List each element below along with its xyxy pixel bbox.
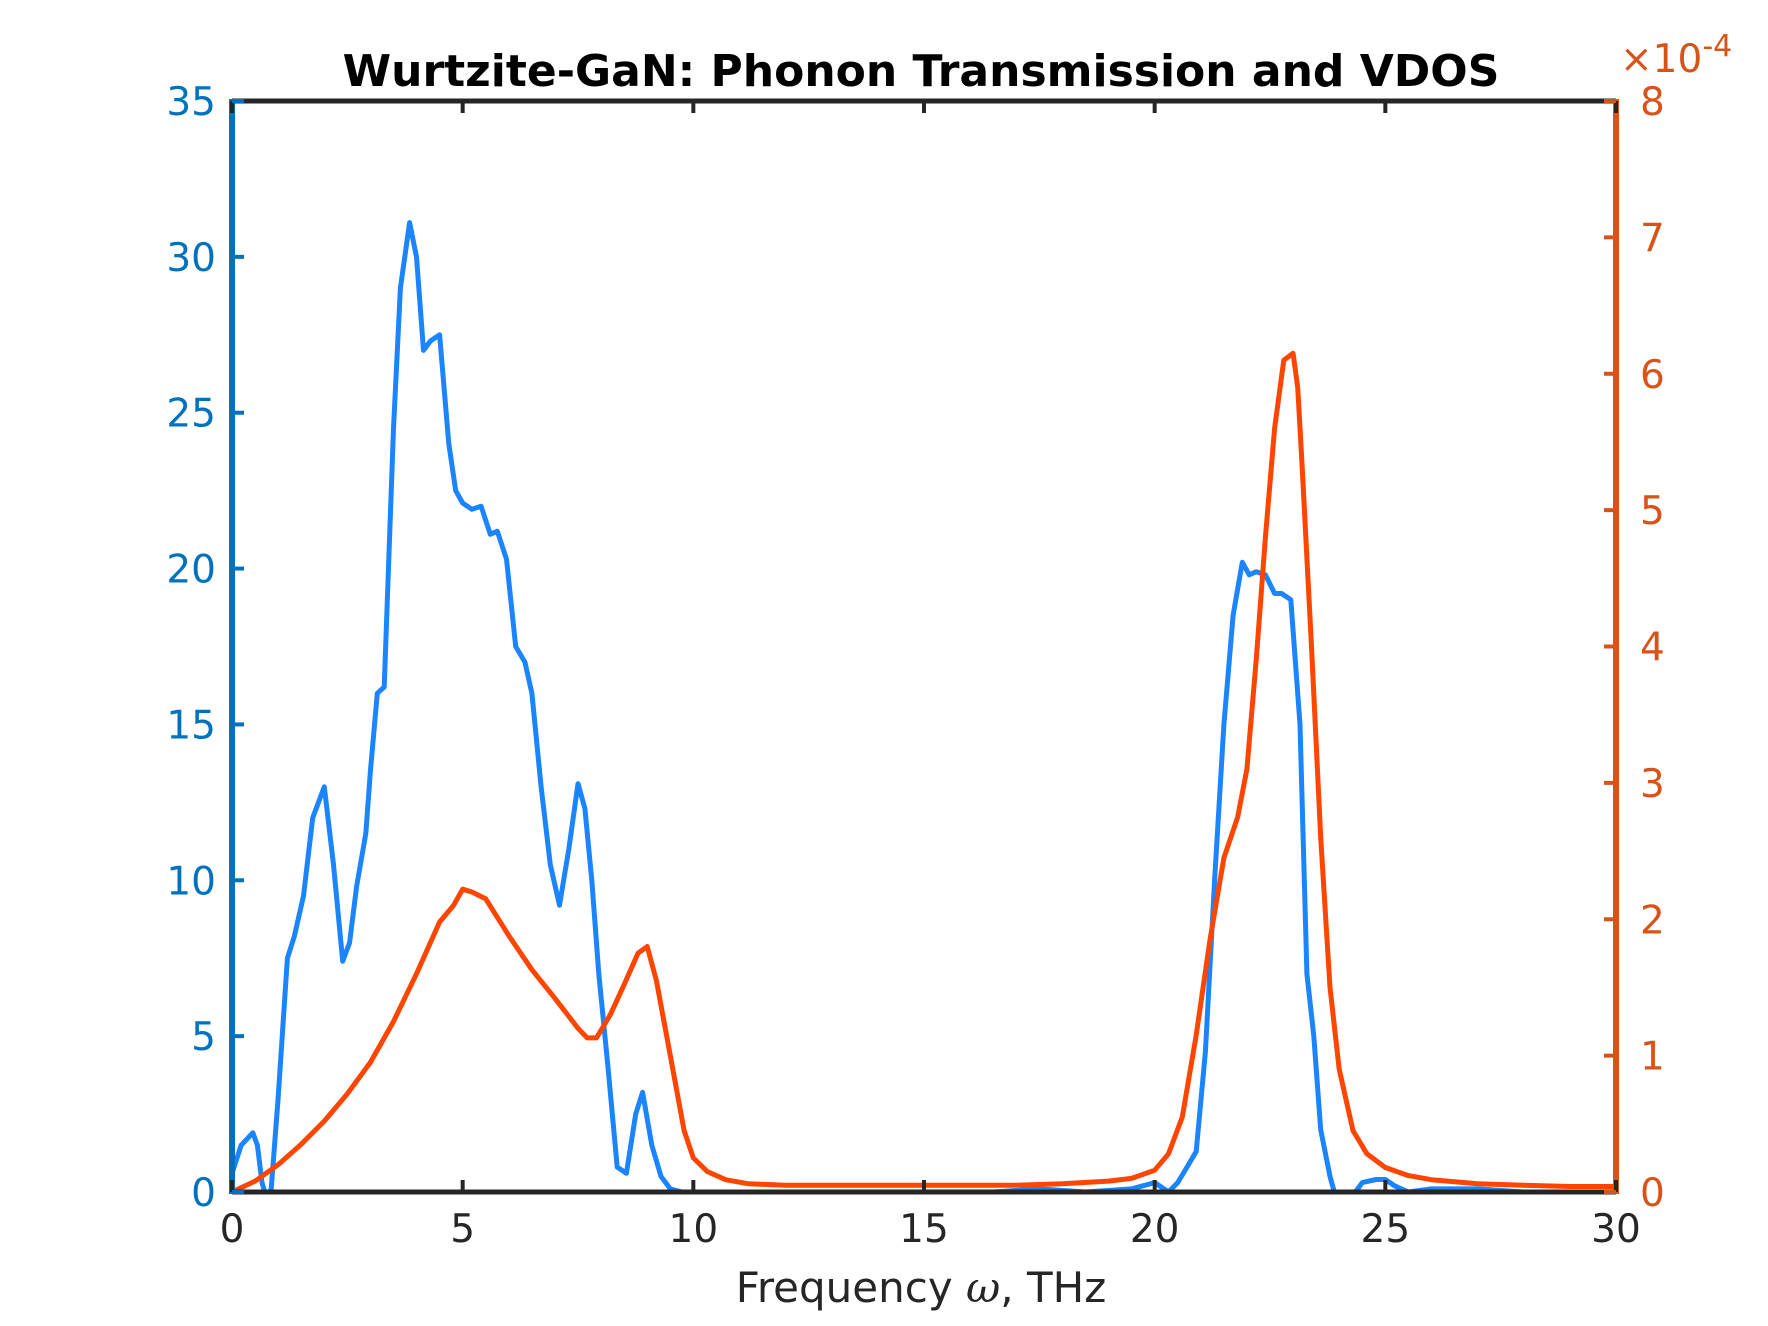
x-axis-label-symbol: ω (966, 1263, 1000, 1312)
left-y-tick-label: 15 (166, 703, 216, 748)
right-y-tick-label: 5 (1640, 489, 1665, 534)
x-axis-label-part: Frequency (736, 1263, 966, 1312)
right-y-tick-label: 1 (1640, 1035, 1665, 1080)
x-tick-label: 25 (1361, 1207, 1411, 1252)
vdos-series-line (232, 350, 1616, 1194)
x-tick-label: 5 (450, 1207, 475, 1252)
transmission-series-line (232, 220, 1616, 1194)
x-axis-label: Frequency ω, THz (736, 1263, 1107, 1312)
multiplier-exponent: -4 (1702, 29, 1732, 64)
right-y-tick-label: 8 (1640, 80, 1665, 125)
left-y-tick-label: 35 (166, 80, 216, 125)
x-tick-label: 15 (899, 1207, 949, 1252)
x-tick-label: 20 (1130, 1207, 1180, 1252)
right-y-tick-label: 2 (1640, 898, 1665, 943)
x-tick-label: 0 (220, 1207, 245, 1252)
left-y-tick-label: 30 (166, 236, 216, 281)
left-y-tick-label: 25 (166, 392, 216, 437)
left-y-tick-label: 0 (191, 1171, 216, 1216)
x-tick-label: 30 (1591, 1207, 1641, 1252)
chart-title: Wurtzite-GaN: Phonon Transmission and VD… (343, 46, 1500, 97)
plot-area (232, 220, 1616, 1194)
multiplier-base: ×10 (1620, 37, 1702, 82)
right-axis-multiplier: ×10-4 (1620, 29, 1732, 82)
x-tick-label: 10 (669, 1207, 719, 1252)
right-y-tick-label: 3 (1640, 762, 1665, 807)
left-y-tick-label: 20 (166, 548, 216, 593)
left-y-tick-label: 10 (166, 859, 216, 904)
right-y-tick-label: 7 (1640, 216, 1665, 261)
right-y-tick-label: 6 (1640, 353, 1665, 398)
right-y-tick-label: 0 (1640, 1171, 1665, 1216)
left-y-tick-label: 5 (191, 1015, 216, 1060)
x-axis-label-part: , THz (1000, 1263, 1106, 1312)
right-y-tick-label: 4 (1640, 626, 1665, 671)
